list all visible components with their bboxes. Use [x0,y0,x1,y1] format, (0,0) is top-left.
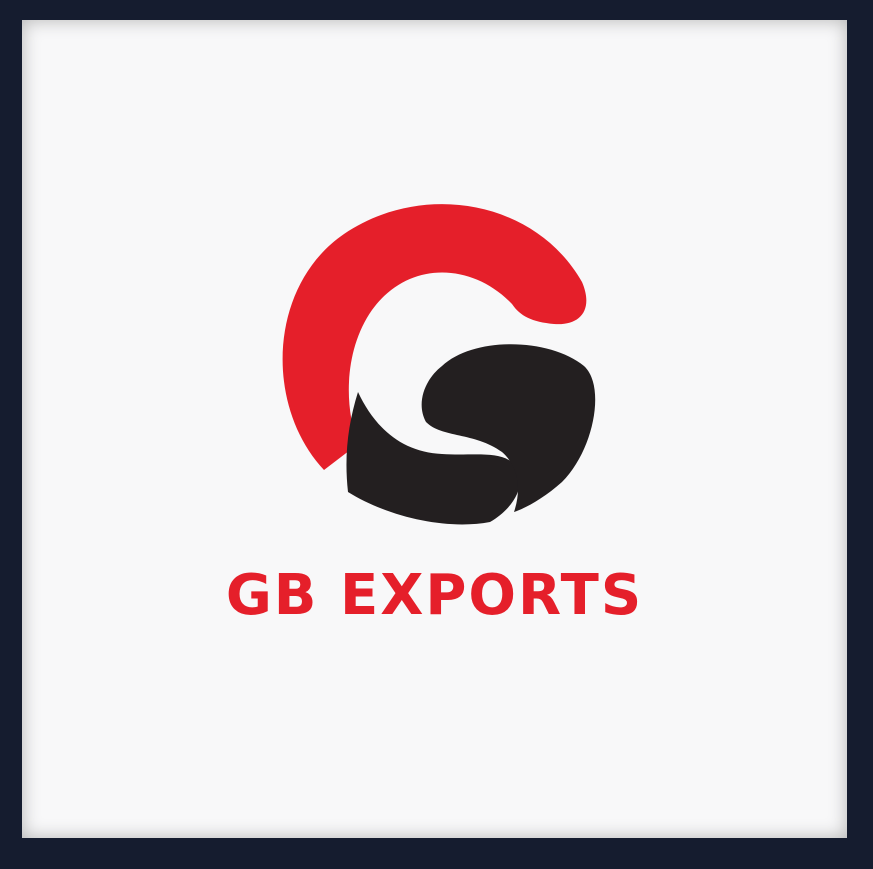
gb-monogram-logo-icon [282,204,596,525]
logo-canvas: GB EXPORTS [22,20,847,838]
logo-black-lobe-right [421,344,596,512]
logo-black-lobe-left [346,392,521,525]
logo-red-arc [282,204,587,471]
brand-name: GB EXPORTS [225,563,644,628]
